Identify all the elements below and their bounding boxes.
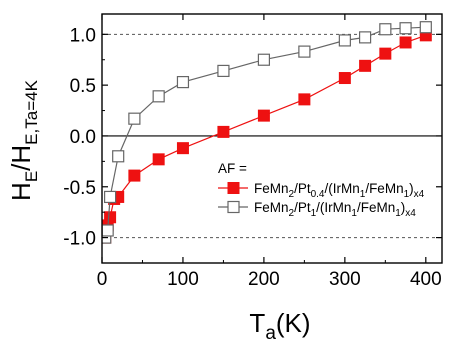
series-0-point-7 <box>176 142 189 155</box>
y-tick-label-1: 0.5 <box>70 76 96 97</box>
series-0-point-11 <box>338 72 351 85</box>
y-tick-label-0: 1.0 <box>70 25 96 46</box>
legend-marker-1 <box>227 200 240 214</box>
legend-marker-0 <box>227 182 240 194</box>
legend-title: AF = <box>218 161 247 176</box>
series-1-point-12 <box>379 23 392 36</box>
series-0-point-10 <box>298 93 311 106</box>
x-axis-label: Ta(K) <box>249 308 310 340</box>
y-axis-label: HE/HE,Ta=4K <box>6 79 41 201</box>
x-tick-label-2: 200 <box>248 269 280 290</box>
series-1-point-14 <box>419 21 432 34</box>
series-1-point-2 <box>103 190 117 204</box>
series-1-point-8 <box>257 53 271 66</box>
series-0-point-9 <box>257 109 270 122</box>
series-1-point-13 <box>399 22 412 35</box>
series-0-point-6 <box>152 153 165 166</box>
x-tick-label-4: 400 <box>410 269 442 290</box>
series-1-point-5 <box>152 90 165 103</box>
legend-entry-1: FeMn2/Pt1/(IrMn1/FeMn1)x4 <box>254 200 416 219</box>
x-tick-label-0: 0 <box>97 269 108 290</box>
series-0-point-2 <box>104 211 117 224</box>
series-0-point-8 <box>217 125 230 138</box>
legend-entry-0: FeMn2/Pt0.4/(IrMn1/FeMn1)x4 <box>254 181 425 200</box>
y-tick-label-2: 0.0 <box>70 127 96 148</box>
series-0-point-13 <box>379 47 392 60</box>
series-1-point-3 <box>112 150 125 163</box>
y-tick-label-4: -1.0 <box>63 229 96 250</box>
series-1-point-1 <box>102 224 114 237</box>
x-tick-label-3: 300 <box>329 269 361 290</box>
series-1-point-9 <box>298 45 311 58</box>
x-tick-label-1: 100 <box>167 269 199 290</box>
series-0-point-14 <box>399 36 412 49</box>
series-1-point-11 <box>358 31 372 44</box>
series-1-point-7 <box>217 64 230 78</box>
series-1-point-6 <box>176 75 190 89</box>
series-0-point-12 <box>359 59 372 72</box>
series-1-point-10 <box>338 34 351 47</box>
plot-frame <box>101 13 443 264</box>
y-tick-label-3: -0.5 <box>63 178 96 199</box>
series-line-0 <box>104 34 427 238</box>
series-1-point-4 <box>128 112 141 125</box>
series-0-point-5 <box>128 169 141 182</box>
